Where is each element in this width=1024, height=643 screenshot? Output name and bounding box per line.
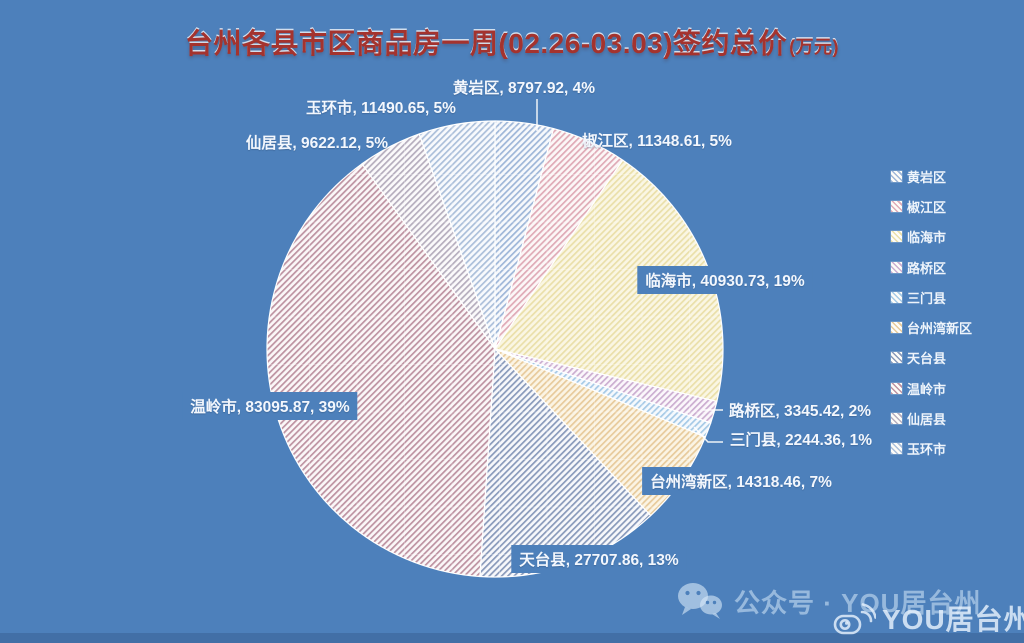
legend-item: 三门县 xyxy=(891,282,972,312)
leader-lines xyxy=(536,99,723,443)
wechat-watermark-text: 公众号 · YOU居台州 xyxy=(734,587,982,618)
pie-label: 台州湾新区, 14318.46, 7% xyxy=(642,467,840,495)
legend-item: 台州湾新区 xyxy=(891,312,972,342)
wechat-watermark: 公众号 · YOU居台州 xyxy=(676,581,981,621)
pie-label: 路桥区, 3345.42, 2% xyxy=(728,403,872,420)
legend-item: 黄岩区 xyxy=(891,161,972,191)
legend-swatch xyxy=(891,231,902,243)
legend-item-label: 仙居县 xyxy=(907,412,947,428)
legend-item-label: 温岭市 xyxy=(907,381,947,397)
legend-swatch xyxy=(891,322,902,334)
legend-item-label: 黄岩区 xyxy=(907,169,947,185)
bottom-bar xyxy=(0,633,1024,643)
legend-item: 临海市 xyxy=(891,222,972,252)
legend-swatch xyxy=(891,200,902,212)
legend-item-label: 临海市 xyxy=(907,230,947,246)
chart-title-unit: (万元) xyxy=(789,37,840,57)
legend-item-label: 天台县 xyxy=(907,351,947,367)
gridlines xyxy=(267,121,723,577)
pie-label: 三门县, 2244.36, 1% xyxy=(729,432,873,449)
pie-label: 黄岩区, 8797.92, 4% xyxy=(452,80,596,97)
chart-title-main: 台州各县市区商品房一周(02.26-03.03)签约总价 xyxy=(184,28,788,59)
legend-item-label: 椒江区 xyxy=(907,199,947,215)
pie-label: 玉环市, 11490.65, 5% xyxy=(306,100,456,117)
legend-swatch xyxy=(891,443,902,455)
weibo-watermark: YOU居台州 xyxy=(832,598,1024,638)
pie-label: 仙居县, 9622.12, 5% xyxy=(245,135,389,152)
legend-swatch xyxy=(891,382,902,394)
legend-swatch xyxy=(891,352,902,364)
legend-item: 路桥区 xyxy=(891,252,972,282)
chart-title: 台州各县市区商品房一周(02.26-03.03)签约总价 (万元) xyxy=(0,22,1024,62)
weibo-watermark-text: YOU居台州 xyxy=(882,604,1024,635)
pie-label: 临海市, 40930.73, 19% xyxy=(637,266,813,294)
legend-item: 椒江区 xyxy=(891,191,972,221)
legend-swatch xyxy=(891,261,902,273)
legend-item-label: 三门县 xyxy=(907,290,947,306)
wechat-icon xyxy=(678,583,722,619)
legend-item-label: 路桥区 xyxy=(907,260,947,276)
legend-item: 温岭市 xyxy=(891,373,972,403)
legend-item: 玉环市 xyxy=(891,434,972,464)
pie-label: 椒江区, 11348.61, 5% xyxy=(582,133,732,150)
pie-slice xyxy=(418,120,496,350)
legend-item: 仙居县 xyxy=(891,403,972,433)
pie-label: 天台县, 27707.86, 13% xyxy=(511,545,687,573)
chart-legend: 黄岩区椒江区临海市路桥区三门县台州湾新区天台县温岭市仙居县玉环市 xyxy=(891,161,972,464)
weibo-icon xyxy=(833,603,876,635)
legend-item: 天台县 xyxy=(891,343,972,373)
pie-label: 温岭市, 83095.87, 39% xyxy=(182,392,358,420)
legend-item-label: 台州湾新区 xyxy=(907,321,973,337)
legend-item-label: 玉环市 xyxy=(907,442,947,458)
legend-swatch xyxy=(891,170,902,182)
legend-swatch xyxy=(891,413,902,425)
legend-swatch xyxy=(891,291,902,303)
